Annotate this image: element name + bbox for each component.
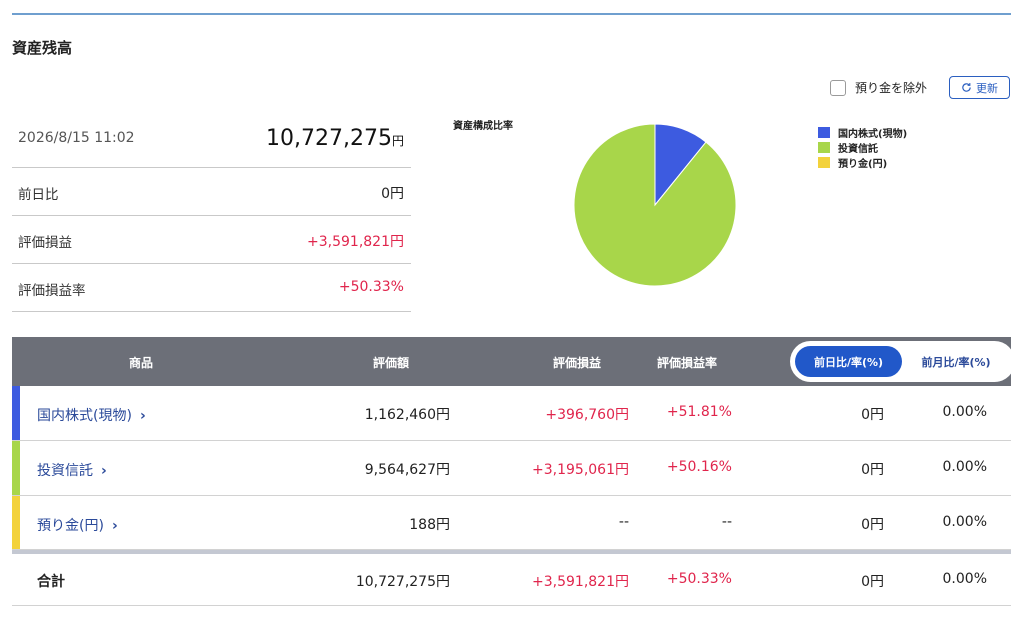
toggle-day-button[interactable]: 前日比/率(%) [795,346,902,377]
summary-row-pl-rate: 評価損益率 +50.33% [12,264,411,312]
chevron-right-icon: › [101,463,107,479]
row-name: 投資信託 [37,463,93,479]
total-label: 合計 [37,574,65,590]
summary-value: +50.33% [338,279,404,295]
legend-label: 預り金(円) [838,159,888,170]
total-value-number: 10,727,275 [266,126,392,151]
cell-pl: -- [618,514,629,530]
refresh-button[interactable]: 更新 [949,76,1010,99]
total-separator [12,550,1011,554]
row-name: 預り金(円) [37,518,104,534]
legend-label: 国内株式(現物) [838,129,908,140]
summary-total-row: 2026/8/15 11:02 10,727,275円 [12,114,411,168]
legend-label: 投資信託 [838,144,878,155]
table-row: 預り金(円) › 188円 -- -- 0円 0.00% [12,496,1011,550]
summary-total-value: 10,727,275円 [266,126,404,151]
table-row: 国内株式(現物) › 1,162,460円 +396,760円 +51.81% 0… [12,386,1011,441]
header-pl-rate: 評価損益率 [657,356,718,370]
legend-swatch [818,157,830,168]
table-total-row: 合計 10,727,275円 +3,591,821円 +50.33% 0円 0.… [12,554,1011,606]
header-value: 評価額 [373,356,410,370]
cell-pl: +396,760円 [545,407,629,423]
refresh-label: 更新 [976,81,998,95]
cell-day: 0円 [861,462,884,478]
cell-value: 1,162,460円 [364,407,450,423]
chevron-right-icon: › [139,408,146,424]
chevron-right-icon: › [111,518,118,534]
header-pl: 評価損益 [553,356,602,370]
cell-pl-rate: +50.16% [666,459,732,475]
header-product: 商品 [129,356,154,370]
legend-item: 預り金(円) [818,155,907,170]
row-color-bar [12,496,20,549]
table-header: 商品 評価額 評価損益 評価損益率 前日比/率(%) 前月比/率(%) [12,337,1015,386]
total-value: 10,727,275円 [355,574,450,590]
cell-pl-rate: -- [721,514,732,530]
exclude-deposit-checkbox[interactable] [830,79,846,96]
toggle-month-button[interactable]: 前月比/率(%) [921,355,991,369]
cell-pl: +3,195,061円 [532,462,629,478]
cell-value: 9,564,627円 [364,462,450,478]
chart-legend: 国内株式(現物) 投資信託 預り金(円) [818,125,907,170]
summary-value: 0円 [381,186,404,202]
cell-day-rate: 0.00% [942,514,987,530]
total-pl-rate: +50.33% [666,571,732,587]
period-toggle: 前日比/率(%) 前月比/率(%) [790,341,1015,382]
row-name-link[interactable]: 投資信託 › [37,460,107,480]
summary-label: 前日比 [18,187,59,203]
chart-title: 資産構成比率 [453,121,513,132]
cell-day-rate: 0.00% [942,404,987,420]
row-color-bar [12,441,20,495]
row-name-link[interactable]: 国内株式(現物) › [37,405,146,425]
exclude-deposit-toggle[interactable]: 預り金を除外 [830,79,927,96]
summary-label: 評価損益率 [18,283,86,299]
cell-pl-rate: +51.81% [666,404,732,420]
refresh-icon [962,83,971,92]
cell-day: 0円 [861,517,884,533]
cell-day-rate: 0.00% [942,459,987,475]
cell-value: 188円 [409,517,450,533]
page-title: 資産残高 [12,39,73,57]
legend-swatch [818,142,830,153]
summary-value: +3,591,821円 [307,234,404,250]
row-color-bar [12,386,20,440]
total-pl: +3,591,821円 [532,574,629,590]
summary-row-day-change: 前日比 0円 [12,168,411,216]
summary-label: 評価損益 [18,235,72,251]
total-day: 0円 [861,574,884,590]
summary-row-pl: 評価損益 +3,591,821円 [12,216,411,264]
cell-day: 0円 [861,407,884,423]
asset-pie-chart [573,123,737,287]
summary-timestamp: 2026/8/15 11:02 [18,130,135,146]
top-rule [12,13,1011,15]
legend-item: 国内株式(現物) [818,125,907,140]
exclude-deposit-label: 預り金を除外 [855,81,928,95]
legend-swatch [818,127,830,138]
total-day-rate: 0.00% [942,571,987,587]
row-name-link[interactable]: 預り金(円) › [37,515,118,535]
legend-item: 投資信託 [818,140,907,155]
total-value-unit: 円 [391,134,404,148]
row-name: 国内株式(現物) [37,408,132,424]
table-row: 投資信託 › 9,564,627円 +3,195,061円 +50.16% 0円 … [12,441,1011,496]
